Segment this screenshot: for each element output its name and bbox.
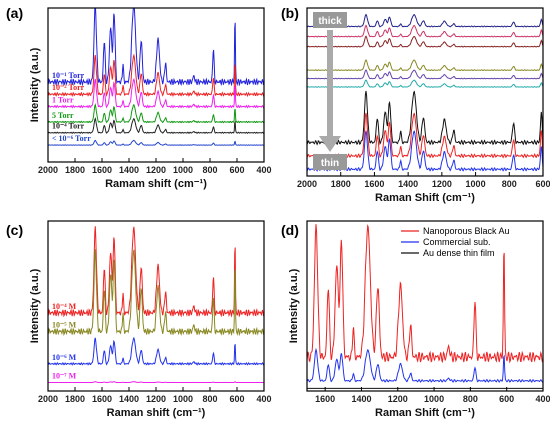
legend-label-1: Commercial sub. <box>423 237 491 247</box>
panel-1: 2000 1800 1600 1400 1200 1000 800 600 Raman Shif… <box>281 5 550 204</box>
x-tick-label: 2000 <box>38 165 58 175</box>
series-line-4 <box>307 69 543 80</box>
thick-box <box>313 12 347 28</box>
legend-label-0: Nanoporous Black Au <box>423 226 510 236</box>
panel-label: (b) <box>281 5 299 21</box>
series-line-4 <box>48 117 264 134</box>
x-tick-label: 1600 <box>364 179 384 189</box>
series-line-2 <box>307 35 543 48</box>
x-tick-label: 1200 <box>432 179 452 189</box>
annotation-thin: thin <box>321 158 339 169</box>
x-tick-label: 400 <box>256 394 271 404</box>
x-tick-label: 1800 <box>331 179 351 189</box>
series-line-0 <box>307 224 543 364</box>
x-tick-label: 1200 <box>146 394 166 404</box>
x-tick-label: 800 <box>202 165 217 175</box>
x-tick-label: 400 <box>535 394 550 404</box>
series-line-5 <box>307 79 543 88</box>
y-axis-label: Intensity (a.u.) <box>288 268 300 343</box>
x-tick-label: 800 <box>202 394 217 404</box>
panel-3: 1600 1400 1200 1000 800 600 400 Raman Shift (cm… <box>281 220 550 419</box>
series-line-2 <box>48 336 264 366</box>
x-tick-label: 600 <box>535 179 550 189</box>
y-axis-label: Intensity (a.u.) <box>29 47 41 122</box>
x-axis-label: Ramam shift (cm⁻¹) <box>105 178 207 190</box>
x-tick-label: 1000 <box>173 165 193 175</box>
x-axis-label: Raman shift (cm⁻¹) <box>107 407 206 419</box>
annotation-thick: thick <box>318 16 342 27</box>
x-tick-label: 1800 <box>65 394 85 404</box>
x-tick-label: 1000 <box>466 179 486 189</box>
thin-box <box>313 154 347 170</box>
x-tick-label: 600 <box>499 394 514 404</box>
x-tick-label: 2000 <box>38 394 58 404</box>
series-line-0 <box>48 226 264 318</box>
x-tick-label: 1600 <box>315 394 335 404</box>
series-group <box>48 226 264 384</box>
x-tick-label: 400 <box>256 165 271 175</box>
plot-frame <box>47 220 265 392</box>
series-group <box>307 13 543 172</box>
x-tick-label: 1400 <box>119 394 139 404</box>
series-line-3 <box>48 381 264 384</box>
series-label-2: 1 Torr <box>52 96 74 105</box>
series-line-6 <box>307 90 543 146</box>
series-label-3: 5 Torr <box>52 111 74 120</box>
y-axis-label: Intensity (a.u.) <box>29 268 41 343</box>
panel-2: 2000 1800 1600 1400 1200 1000 800 600 400 Raman s… <box>6 220 272 419</box>
x-tick-label: 1200 <box>146 165 166 175</box>
x-tick-label: 800 <box>502 179 517 189</box>
x-tick-label: 800 <box>463 394 478 404</box>
series-label-2: 10⁻⁶ M <box>52 353 77 362</box>
series-line-0 <box>48 8 264 87</box>
x-axis-label: Raman Shift (cm⁻¹) <box>375 407 475 419</box>
series-line-1 <box>307 347 543 383</box>
x-tick-label: 1000 <box>173 394 193 404</box>
series-line-1 <box>48 53 264 98</box>
series-label-4: 10⁻⁴ Torr <box>52 122 85 131</box>
panel-label: (a) <box>6 5 23 21</box>
x-axis-label: Raman Shift (cm⁻¹) <box>375 192 475 204</box>
legend-label-2: Au dense thin film <box>423 248 495 258</box>
x-tick-label: 600 <box>229 165 244 175</box>
panel-label: (d) <box>281 222 299 238</box>
x-tick-label: 2000 <box>297 179 317 189</box>
series-label-3: 10⁻⁷ M <box>52 372 77 381</box>
x-tick-label: 1600 <box>92 394 112 404</box>
series-line-1 <box>307 24 543 38</box>
series-line-3 <box>48 103 264 124</box>
panel-label: (c) <box>6 222 23 238</box>
series-line-5 <box>48 139 264 146</box>
series-label-1: 10⁻⁵ M <box>52 321 77 330</box>
x-tick-label: 1400 <box>351 394 371 404</box>
x-tick-label: 1600 <box>92 165 112 175</box>
series-label-5: < 10⁻⁶ Torr <box>52 134 91 143</box>
x-tick-label: 1400 <box>398 179 418 189</box>
arrow-shaft <box>327 30 333 136</box>
arrow-head <box>319 136 341 152</box>
series-group <box>48 8 264 146</box>
panel-0: 2000 1800 1600 1400 1200 1000 800 600 400 Ramam s… <box>6 5 272 190</box>
series-label-1: 10⁻² Torr <box>52 83 85 92</box>
plot-frame <box>306 220 544 392</box>
x-tick-label: 1800 <box>65 165 85 175</box>
series-line-3 <box>307 59 543 72</box>
series-label-0: 10⁻⁴ M <box>52 302 77 311</box>
series-line-1 <box>48 249 264 337</box>
series-label-0: 10⁻¹ Torr <box>52 71 85 80</box>
x-tick-label: 1200 <box>388 394 408 404</box>
plot-frame <box>306 7 544 177</box>
series-group <box>307 224 543 389</box>
series-line-2 <box>48 77 264 109</box>
x-tick-label: 1400 <box>119 165 139 175</box>
x-tick-label: 600 <box>229 394 244 404</box>
x-tick-label: 1000 <box>424 394 444 404</box>
